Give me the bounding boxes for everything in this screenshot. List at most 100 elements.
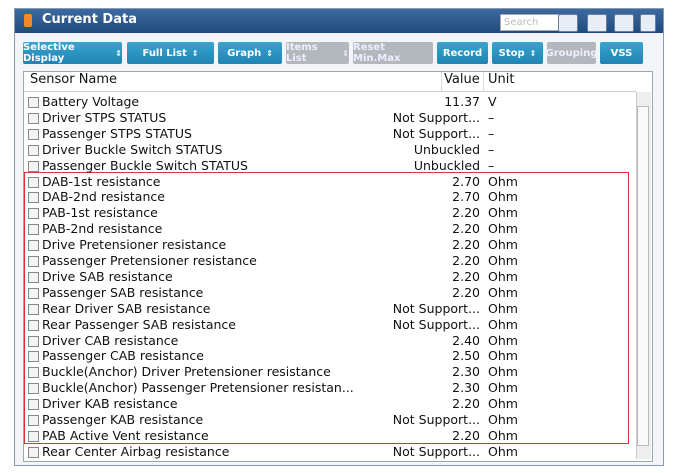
button-label: Record <box>442 47 483 59</box>
highlight-box <box>24 172 629 444</box>
sensor-unit: Ohm <box>488 300 518 316</box>
sensor-value: 2.40 <box>452 332 480 348</box>
table-row[interactable]: DAB-2nd resistance 2.70 Ohm <box>24 189 636 205</box>
row-checkbox[interactable] <box>28 192 39 204</box>
table-row[interactable]: Passenger Buckle Switch STATUS Unbuckled – <box>24 158 636 174</box>
table-row[interactable]: Rear Center Airbag resistance Not Support… <box>24 444 636 460</box>
row-checkbox[interactable] <box>28 383 39 395</box>
table-row[interactable]: Passenger Pretensioner resistance 2.20 Ohm <box>24 253 636 269</box>
table-row[interactable]: Driver KAB resistance 2.20 Ohm <box>24 396 636 412</box>
table-row[interactable]: Buckle(Anchor) Driver Pretensioner resis… <box>24 364 636 380</box>
row-checkbox[interactable] <box>28 430 39 442</box>
row-checkbox[interactable] <box>28 144 39 156</box>
sensor-value: Not Support... <box>392 412 480 427</box>
row-checkbox[interactable] <box>28 335 39 347</box>
sensor-name: Buckle(Anchor) Passenger Pretensioner re… <box>42 380 354 396</box>
row-checkbox[interactable] <box>28 208 39 220</box>
sensor-unit: – <box>488 109 495 125</box>
sensor-unit: Ohm <box>488 268 518 284</box>
table-row[interactable]: Passenger KAB resistance Not Support... Oh… <box>24 412 636 428</box>
row-checkbox[interactable] <box>28 415 39 426</box>
sensor-name: Passenger Buckle Switch STATUS <box>42 157 248 173</box>
row-checkbox[interactable] <box>28 160 39 172</box>
sensor-value: 2.30 <box>452 364 480 380</box>
search-box[interactable]: Search <box>500 14 559 31</box>
sensor-value: 2.30 <box>452 380 480 396</box>
sensor-unit: – <box>488 157 495 173</box>
table-row[interactable]: Drive Pretensioner resistance 2.20 Ohm <box>24 237 636 253</box>
row-checkbox[interactable] <box>28 367 39 379</box>
scroll-thumb[interactable] <box>637 106 649 446</box>
table-row[interactable]: Drive SAB resistance 2.20 Ohm <box>24 269 636 285</box>
toolbar-button[interactable]: Record <box>437 42 488 64</box>
row-checkbox[interactable] <box>28 446 39 458</box>
window-icon <box>24 14 32 27</box>
sensor-unit: – <box>488 125 495 141</box>
table-row[interactable]: Driver STPS STATUS Not Support... – <box>24 110 636 126</box>
row-checkbox[interactable] <box>28 399 39 411</box>
row-checkbox[interactable] <box>28 176 39 188</box>
list-button[interactable] <box>587 14 607 32</box>
toolbar-button[interactable]: Stop ⇕ <box>492 42 543 64</box>
column-header[interactable]: Sensor Name <box>30 72 118 87</box>
button-label: VSS <box>610 47 633 59</box>
toolbar-button[interactable]: Full List ⇕ <box>127 42 214 64</box>
table-row[interactable]: Rear Passenger SAB resistance Not Support… <box>24 317 636 333</box>
retry-button[interactable] <box>614 14 634 32</box>
column-header[interactable]: Unit <box>488 72 515 87</box>
table-row[interactable]: Driver Buckle Switch STATUS Unbuckled – <box>24 142 636 158</box>
row-checkbox[interactable] <box>28 112 39 124</box>
sensor-value: 2.70 <box>452 189 480 205</box>
row-checkbox[interactable] <box>28 271 39 283</box>
table-row[interactable]: Buckle(Anchor) Passenger Pretensioner re… <box>24 380 636 396</box>
sensor-name: Driver KAB resistance <box>42 396 178 412</box>
sensor-name: DAB-2nd resistance <box>42 189 165 205</box>
sensor-value: 2.20 <box>452 427 480 443</box>
table-row[interactable]: Passenger SAB resistance 2.20 Ohm <box>24 285 636 301</box>
sensor-unit: Ohm <box>488 443 518 459</box>
table-row[interactable]: PAB-2nd resistance 2.20 Ohm <box>24 221 636 237</box>
toolbar-button[interactable]: Selective Display ⇕ <box>23 42 122 64</box>
table-row[interactable]: PAB-1st resistance 2.20 Ohm <box>24 205 636 221</box>
table-row[interactable]: PAB Active Vent resistance 2.20 Ohm <box>24 428 636 444</box>
row-checkbox[interactable] <box>28 97 39 108</box>
sensor-value: 2.20 <box>452 253 480 268</box>
sensor-name: Driver CAB resistance <box>42 332 179 348</box>
column-header[interactable]: Value <box>444 72 480 87</box>
search-button[interactable] <box>558 14 578 32</box>
row-checkbox[interactable] <box>28 351 39 363</box>
row-checkbox[interactable] <box>28 303 39 315</box>
sensor-value: Not Support... <box>392 109 480 125</box>
sensor-name: Buckle(Anchor) Driver Pretensioner resis… <box>42 364 331 380</box>
sensor-unit: – <box>488 141 495 157</box>
header-divider <box>24 91 636 92</box>
row-checkbox[interactable] <box>28 240 39 252</box>
sensor-name: Driver Buckle Switch STATUS <box>42 141 223 157</box>
row-checkbox[interactable] <box>28 128 39 140</box>
toolbar-button[interactable]: VSS <box>600 42 643 64</box>
layout-button[interactable] <box>640 14 656 32</box>
row-checkbox[interactable] <box>28 256 39 267</box>
sensor-value: 2.70 <box>452 173 480 189</box>
table-row[interactable]: Passenger CAB resistance 2.50 Ohm <box>24 348 636 364</box>
sensor-unit: Ohm <box>488 348 518 364</box>
row-checkbox[interactable] <box>28 287 39 299</box>
sensor-unit: Ohm <box>488 332 518 348</box>
sensor-unit: Ohm <box>488 364 518 380</box>
sensor-value: Not Support... <box>392 443 480 459</box>
sensor-value: 2.20 <box>452 396 480 412</box>
button-label: Reset Min.Max <box>353 42 401 64</box>
sensor-name: Drive Pretensioner resistance <box>42 237 227 253</box>
table-row[interactable]: Rear Driver SAB resistance Not Support...… <box>24 301 636 317</box>
table-row[interactable]: Passenger STPS STATUS Not Support... – <box>24 126 636 142</box>
sensor-name: Passenger SAB resistance <box>42 284 204 300</box>
row-checkbox[interactable] <box>28 224 39 236</box>
table-row[interactable]: DAB-1st resistance 2.70 Ohm <box>24 174 636 190</box>
table-row[interactable]: Driver CAB resistance 2.40 Ohm <box>24 333 636 349</box>
toolbar-button[interactable]: Graph ⇕ <box>218 42 282 64</box>
row-checkbox[interactable] <box>28 319 39 331</box>
dropdown-arrow: ⇕ <box>191 48 199 58</box>
sensor-name: Drive SAB resistance <box>42 268 173 284</box>
button-label: Items List <box>286 42 318 64</box>
table-row[interactable]: Battery Voltage 11.37 V <box>24 94 636 110</box>
